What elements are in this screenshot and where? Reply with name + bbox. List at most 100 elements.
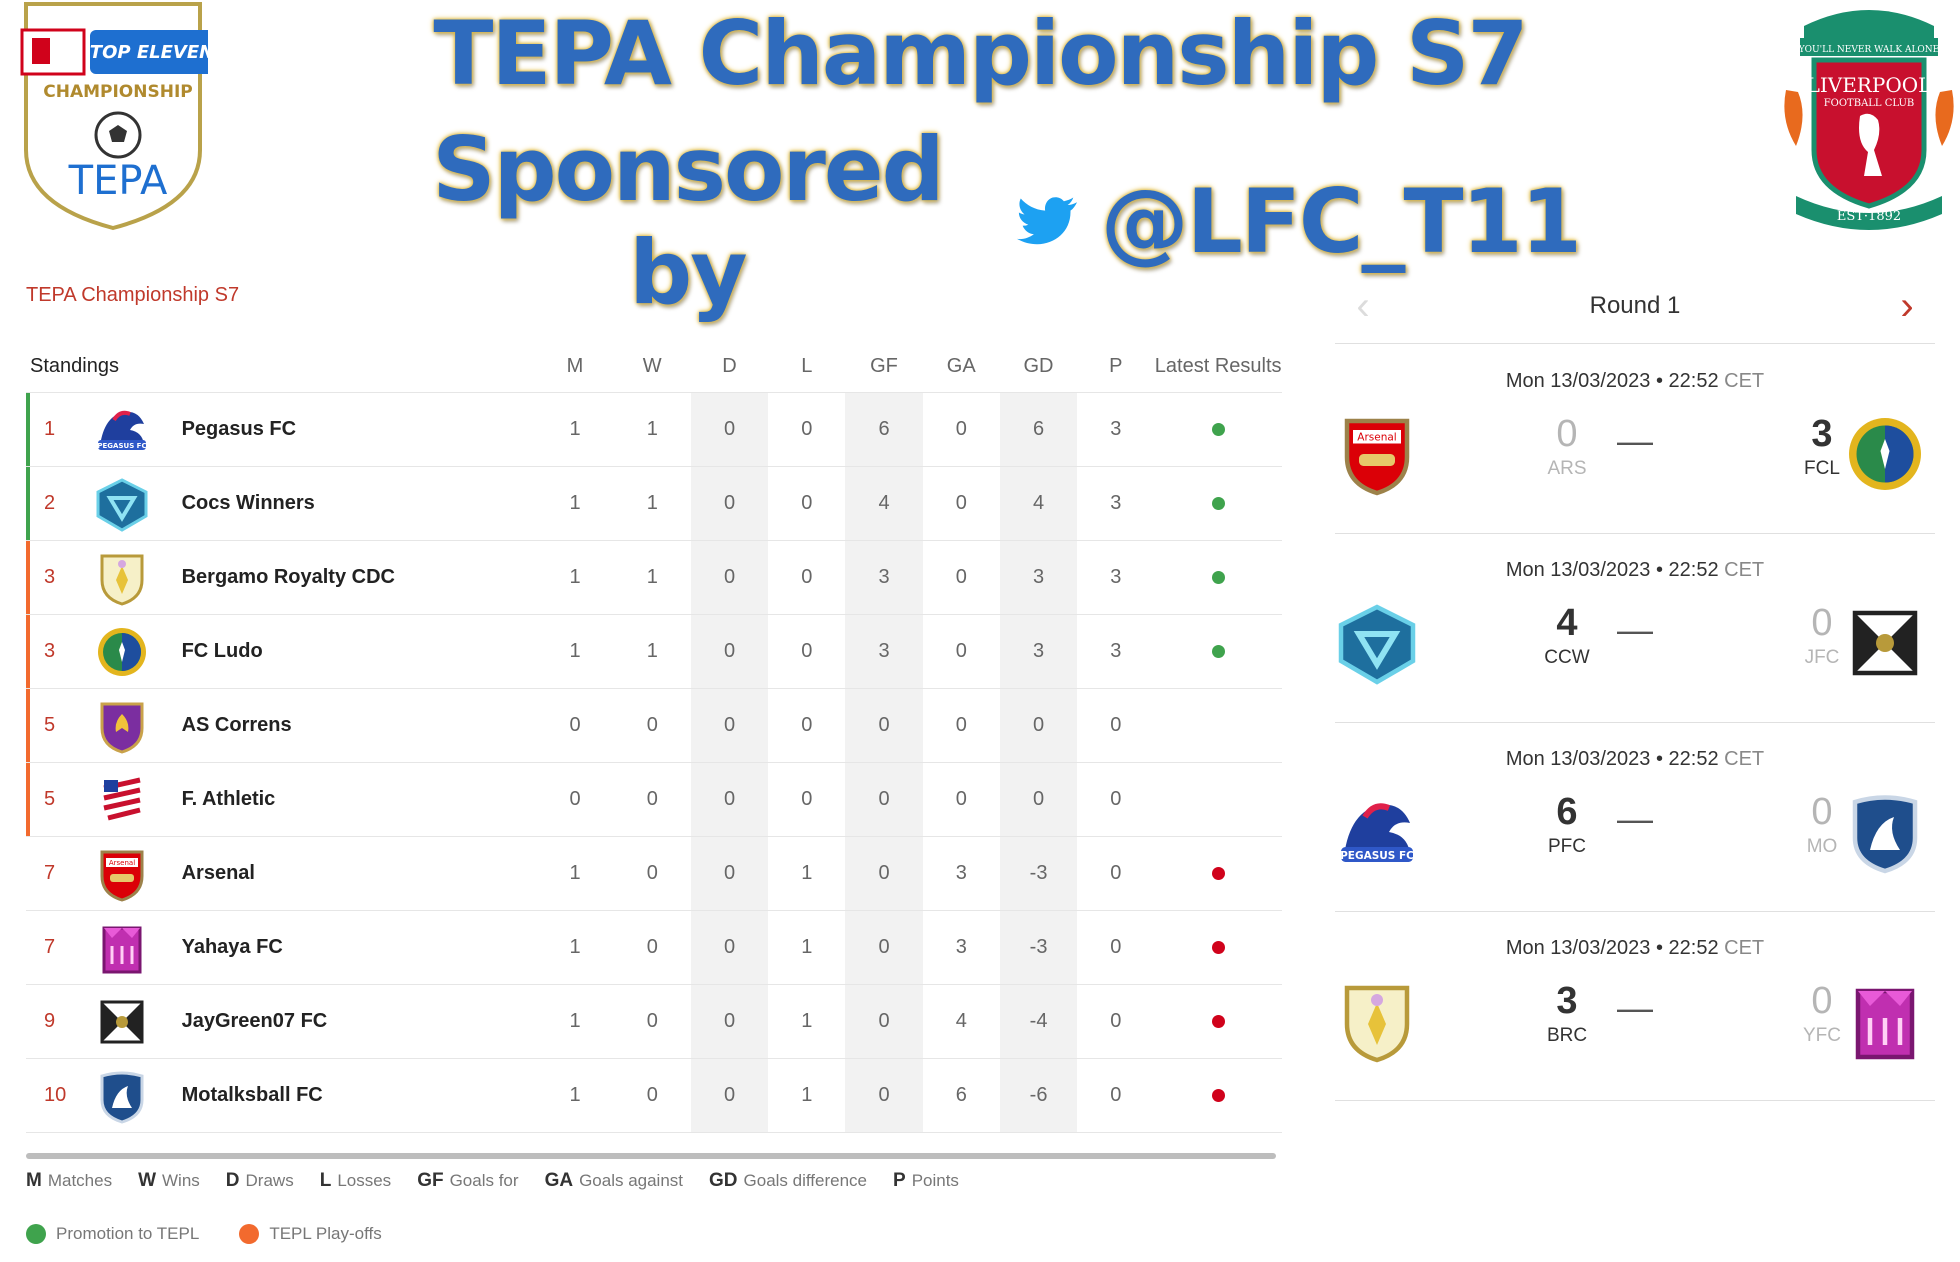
score-separator: — [1617, 798, 1653, 839]
home-team-logo[interactable] [1335, 979, 1419, 1063]
win-dot-icon[interactable] [1211, 423, 1225, 436]
home-side: 6 PFC [1507, 790, 1627, 858]
home-side: 3 BRC [1507, 979, 1627, 1047]
table-row[interactable]: 3 Bergamo Royalty CDC 1 1 0 0 3 0 3 3 [26, 540, 1282, 614]
home-team-logo[interactable]: PEGASUS FC [1335, 790, 1419, 874]
home-side: 4 CCW [1507, 601, 1627, 669]
stat-p: 0 [1110, 788, 1122, 810]
abbreviation-legend: M Matches W Wins D Draws L Losses GF Goals for GA G… [26, 1170, 959, 1192]
team-name[interactable]: AS Correns [181, 714, 292, 736]
chevron-left-icon[interactable]: ‹ [1356, 283, 1370, 328]
table-row[interactable]: 7 Yahaya FC 1 0 0 1 0 3 -3 0 [26, 910, 1282, 984]
col-goal-difference[interactable]: GD [1023, 354, 1054, 377]
team-crest-icon [100, 554, 144, 606]
match-card[interactable]: Mon 13/03/2023 • 22:52 CET 4 CCW — 0 JFC [1335, 533, 1935, 723]
table-row[interactable]: 5 AS Correns 0 0 0 0 0 0 0 0 [26, 688, 1282, 762]
playoff-label: TEPL Play-offs [269, 1224, 382, 1243]
team-name[interactable]: Bergamo Royalty CDC [181, 566, 395, 588]
home-team-logo[interactable] [1335, 601, 1419, 685]
loss-dot-icon[interactable] [1211, 1015, 1225, 1028]
stat-gf: 4 [845, 467, 923, 540]
home-team-logo[interactable]: Arsenal [1335, 412, 1419, 496]
loss-dot-icon[interactable] [1211, 867, 1225, 880]
table-row[interactable]: 3 FC Ludo 1 1 0 0 3 0 3 3 [26, 614, 1282, 688]
away-team-logo[interactable] [1843, 979, 1927, 1063]
match-card[interactable]: Mon 13/03/2023 • 22:52 CET Arsenal 0 ARS — 3 F… [1335, 344, 1935, 534]
col-goals-against[interactable]: GA [946, 354, 976, 377]
team-name[interactable]: JayGreen07 FC [181, 1010, 328, 1032]
table-row[interactable]: 7 Arsenal Arsenal 1 0 0 1 0 3 -3 0 [26, 836, 1282, 910]
abbr-text: Draws [245, 1171, 294, 1190]
win-dot-icon[interactable] [1211, 571, 1225, 584]
team-name[interactable]: Motalksball FC [181, 1084, 323, 1106]
abbr-key: P [893, 1170, 906, 1191]
abbr-text: Goals against [579, 1171, 684, 1190]
stat-p: 0 [1110, 714, 1122, 736]
home-abbr: PFC [1548, 836, 1586, 857]
stat-l: 0 [801, 788, 813, 810]
team-logo [80, 698, 164, 754]
table-row[interactable]: 1 PEGASUS FC Pegasus FC 1 1 0 0 6 0 6 3 [26, 392, 1282, 466]
stat-gf: 0 [845, 985, 923, 1058]
stat-gf: 0 [845, 689, 923, 762]
team-name[interactable]: Cocs Winners [181, 492, 315, 514]
loss-dot-icon[interactable] [1211, 941, 1225, 954]
team-name[interactable]: Yahaya FC [181, 936, 283, 958]
away-team-logo[interactable] [1843, 601, 1927, 685]
match-card[interactable]: Mon 13/03/2023 • 22:52 CET 3 BRC — 0 YFC [1335, 911, 1935, 1101]
chevron-right-icon[interactable]: › [1900, 283, 1914, 328]
stat-ga: 0 [955, 640, 967, 662]
win-dot-icon[interactable] [1211, 645, 1225, 658]
abbr-text: Losses [337, 1171, 392, 1190]
loss-dot-icon[interactable] [1211, 1089, 1225, 1102]
standings-header: Standings M W D L GF GA GD P Latest Resu… [26, 340, 1282, 392]
banner-sponsor-line: Sponsored by @LFC_T11 [380, 118, 1582, 324]
col-matches[interactable]: M [566, 354, 584, 377]
stat-gf: 0 [845, 837, 923, 910]
table-row[interactable]: 2 Cocs Winners 1 1 0 0 4 0 4 3 [26, 466, 1282, 540]
away-abbr: JFC [1804, 647, 1840, 668]
stat-ga: 3 [955, 862, 967, 884]
stat-gf: 6 [845, 393, 923, 466]
liverpool-crest-logo: YOU'LL NEVER WALK ALONE LIVERPOOL FOOTBA… [1784, 10, 1954, 230]
stat-l: 1 [801, 862, 813, 884]
team-name[interactable]: F. Athletic [181, 788, 276, 810]
zone-indicator [26, 689, 30, 762]
zone-legend: Promotion to TEPL TEPL Play-offs [26, 1224, 382, 1244]
team-crest-icon: PEGASUS FC [97, 410, 146, 450]
col-losses[interactable]: L [801, 354, 813, 377]
team-logo: PEGASUS FC [80, 402, 164, 458]
horizontal-scrollbar[interactable] [26, 1153, 1276, 1159]
away-team-logo[interactable] [1843, 790, 1927, 874]
round-label[interactable]: Round 1 [1589, 291, 1681, 319]
table-row[interactable]: 9 JayGreen07 FC 1 0 0 1 0 4 -4 0 [26, 984, 1282, 1058]
col-points[interactable]: P [1109, 354, 1123, 377]
win-dot-icon[interactable] [1211, 497, 1225, 510]
away-score: 3 [1811, 413, 1833, 455]
competition-title[interactable]: TEPA Championship S7 [26, 284, 240, 306]
home-abbr: CCW [1544, 647, 1590, 668]
team-name[interactable]: FC Ludo [181, 640, 263, 662]
stat-w: 0 [646, 788, 658, 810]
col-goals-for[interactable]: GF [870, 354, 898, 377]
match-date: Mon 13/03/2023 • 22:52 [1505, 937, 1719, 959]
match-card[interactable]: Mon 13/03/2023 • 22:52 CET PEGASUS FC 6 PFC… [1335, 722, 1935, 912]
legend-abbreviation: L Losses [320, 1170, 391, 1192]
stat-gd: -3 [999, 837, 1078, 910]
stat-m: 1 [569, 1084, 581, 1106]
abbr-key: GD [709, 1170, 738, 1191]
team-name[interactable]: Arsenal [181, 862, 255, 884]
col-wins[interactable]: W [642, 354, 662, 377]
table-row[interactable]: 5 F. Athletic 0 0 0 0 0 0 0 0 [26, 762, 1282, 836]
away-team-logo[interactable] [1843, 412, 1927, 496]
stat-ga: 0 [955, 788, 967, 810]
stat-d: 0 [690, 763, 769, 836]
lfc-est-text: EST·1892 [1837, 209, 1901, 224]
col-draws[interactable]: D [722, 354, 737, 377]
team-position: 5 [44, 714, 56, 736]
table-row[interactable]: 10 Motalksball FC 1 0 0 1 0 6 -6 0 [26, 1058, 1282, 1132]
team-position: 7 [44, 862, 56, 884]
team-logo [80, 772, 164, 828]
team-name[interactable]: Pegasus FC [181, 418, 297, 440]
match-timezone: CET [1724, 559, 1765, 581]
